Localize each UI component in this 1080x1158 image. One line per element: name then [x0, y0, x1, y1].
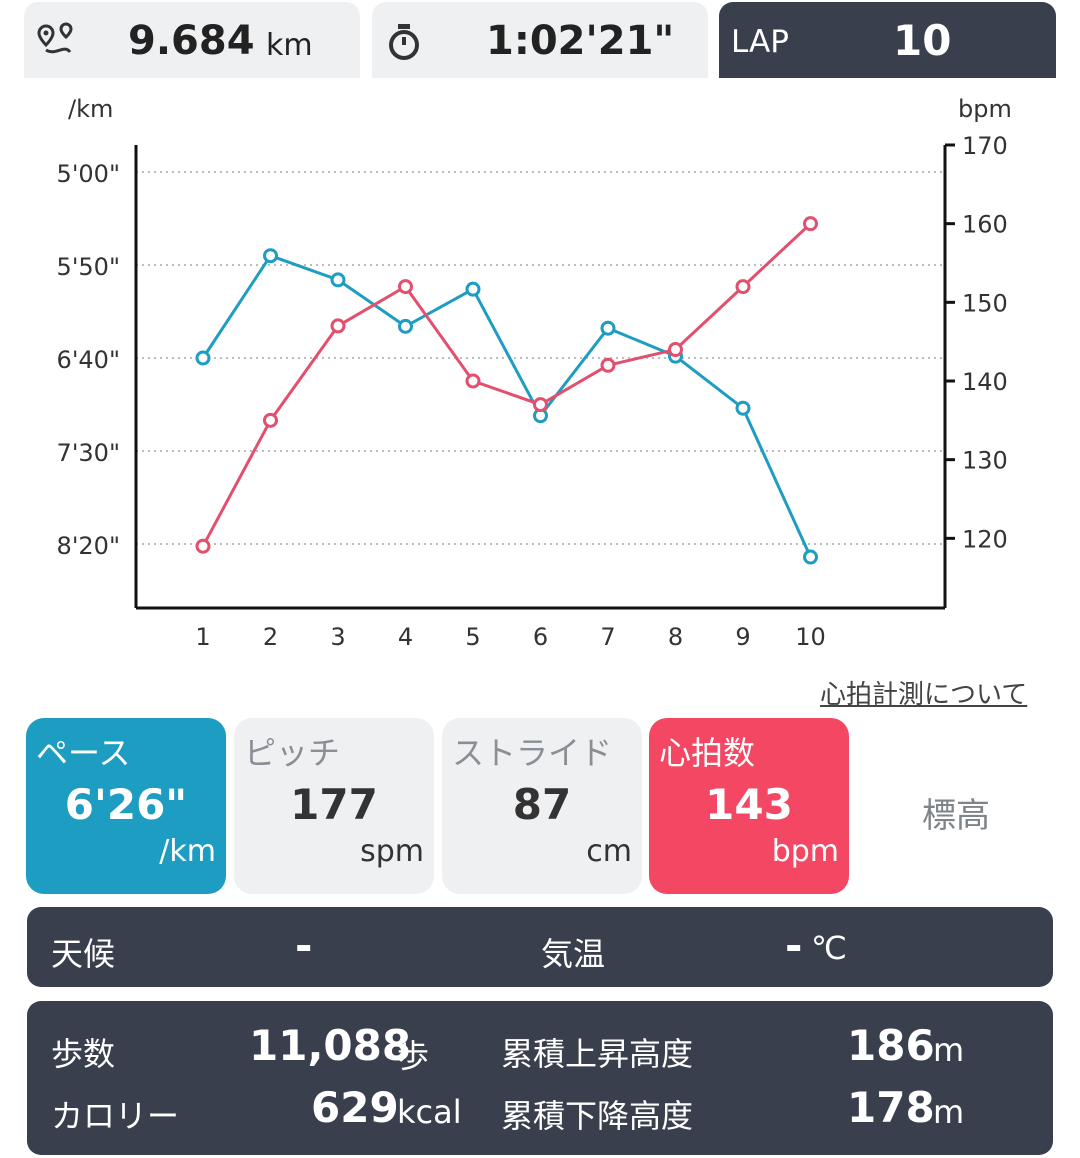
- tile-unit: spm: [360, 834, 424, 869]
- lap-value: 10: [893, 16, 952, 65]
- route-pin-icon: [36, 22, 76, 62]
- tile-elevation[interactable]: 標高: [856, 718, 1056, 894]
- calories-unit: kcal: [397, 1093, 462, 1131]
- temperature-unit: ℃: [811, 929, 847, 967]
- weather-panel: 天候 - 気温 - ℃: [27, 907, 1053, 987]
- heart-rate-series-point: [533, 397, 548, 413]
- steps-unit: 歩: [397, 1037, 430, 1075]
- right-tick-label: 120: [962, 525, 1008, 553]
- pace-series-point: [600, 320, 616, 336]
- tile-label: 標高: [922, 796, 990, 836]
- weather-value: -: [295, 921, 313, 970]
- tile-heart-rate[interactable]: 心拍数 143 bpm: [649, 718, 849, 894]
- pace-heart-rate-chart: 5'00" 5'50" 6'40" 7'30" 8'20" 170 160 150 140 130…: [57, 95, 1012, 651]
- heart-rate-series-point: [803, 216, 818, 232]
- x-tick-label: 9: [735, 623, 750, 651]
- steps-value: 11,088: [249, 1021, 412, 1070]
- tile-unit: bpm: [771, 834, 839, 869]
- left-tick-label: 5'50": [57, 253, 120, 281]
- pace-series-point: [465, 281, 481, 297]
- heart-rate-series-point: [195, 538, 211, 554]
- tile-label: ストライド: [452, 734, 613, 772]
- lap-label: LAP: [731, 24, 789, 60]
- ascent-unit: m: [933, 1031, 965, 1069]
- pace-series-point: [195, 350, 211, 366]
- tile-value: 143: [705, 780, 793, 829]
- tile-pitch[interactable]: ピッチ 177 spm: [234, 718, 434, 894]
- x-tick-label: 10: [795, 623, 826, 651]
- heart-rate-series-point: [465, 373, 481, 389]
- weather-label: 天候: [51, 935, 116, 973]
- heart-rate-series-point: [600, 357, 616, 373]
- descent-value: 178: [847, 1083, 935, 1132]
- stats-panel: 歩数 11,088 歩 カロリー 629 kcal 累積上昇高度 186 m 累…: [27, 1001, 1053, 1155]
- right-tick-label: 140: [962, 368, 1008, 396]
- calories-label: カロリー: [51, 1097, 180, 1135]
- calories-value: 629: [311, 1083, 399, 1132]
- left-tick-label: 6'40": [57, 346, 120, 374]
- x-tick-label: 3: [330, 623, 345, 651]
- distance-value: 9.684: [128, 18, 255, 64]
- left-tick-label: 7'30": [57, 439, 120, 467]
- lap-box: LAP 10: [719, 2, 1056, 78]
- pace-series-point: [398, 318, 413, 334]
- descent-unit: m: [933, 1093, 965, 1131]
- heart-rate-series-point: [735, 279, 751, 295]
- time-value: 1:02'21": [486, 18, 675, 64]
- tile-value: 87: [512, 780, 572, 829]
- stopwatch-icon: [386, 22, 422, 62]
- tile-unit: cm: [586, 834, 632, 869]
- right-tick-label: 150: [962, 289, 1008, 317]
- time-box: 1:02'21": [372, 2, 708, 78]
- x-tick-label: 2: [263, 623, 278, 651]
- x-tick-label: 5: [465, 623, 480, 651]
- ascent-value: 186: [847, 1021, 935, 1070]
- temperature-label: 気温: [541, 935, 606, 973]
- tile-value: 6'26": [64, 780, 188, 829]
- pace-series-point: [330, 272, 346, 288]
- steps-label: 歩数: [51, 1035, 116, 1073]
- distance-unit: km: [266, 28, 313, 63]
- pace-series-point: [735, 400, 751, 416]
- tile-label: 心拍数: [659, 734, 756, 772]
- tile-unit: /km: [159, 834, 216, 869]
- pace-series-point: [263, 248, 278, 264]
- right-tick-label: 170: [962, 132, 1008, 160]
- tile-stride[interactable]: ストライド 87 cm: [442, 718, 642, 894]
- x-tick-label: 7: [600, 623, 615, 651]
- x-tick-label: 6: [533, 623, 548, 651]
- x-tick-label: 1: [195, 623, 210, 651]
- tile-label: ペース: [36, 734, 131, 772]
- pace-series-line: [201, 253, 812, 558]
- tile-pace[interactable]: ペース 6'26" /km: [26, 718, 226, 894]
- heart-rate-series-point: [398, 279, 413, 295]
- x-tick-label: 8: [668, 623, 683, 651]
- descent-label: 累積下降高度: [501, 1097, 694, 1135]
- tile-value: 177: [290, 780, 378, 829]
- ascent-label: 累積上昇高度: [501, 1035, 694, 1073]
- distance-box: 9.684 km: [24, 2, 360, 78]
- right-axis-unit: bpm: [958, 95, 1012, 123]
- left-tick-label: 8'20": [57, 532, 120, 560]
- heart-rate-series-point: [330, 318, 346, 334]
- left-axis-unit: /km: [68, 95, 113, 123]
- x-tick-label: 4: [398, 623, 413, 651]
- pace-series-point: [803, 549, 818, 565]
- heart-rate-info-link[interactable]: 心拍計測について: [820, 680, 1028, 710]
- right-tick-label: 160: [962, 211, 1008, 239]
- right-tick-label: 130: [962, 447, 1008, 475]
- temperature-value: -: [785, 921, 803, 970]
- tile-label: ピッチ: [244, 734, 341, 772]
- heart-rate-series-line: [201, 222, 812, 547]
- heart-rate-series-point: [263, 412, 278, 428]
- left-tick-label: 5'00": [57, 160, 120, 188]
- heart-rate-series-point: [668, 342, 683, 358]
